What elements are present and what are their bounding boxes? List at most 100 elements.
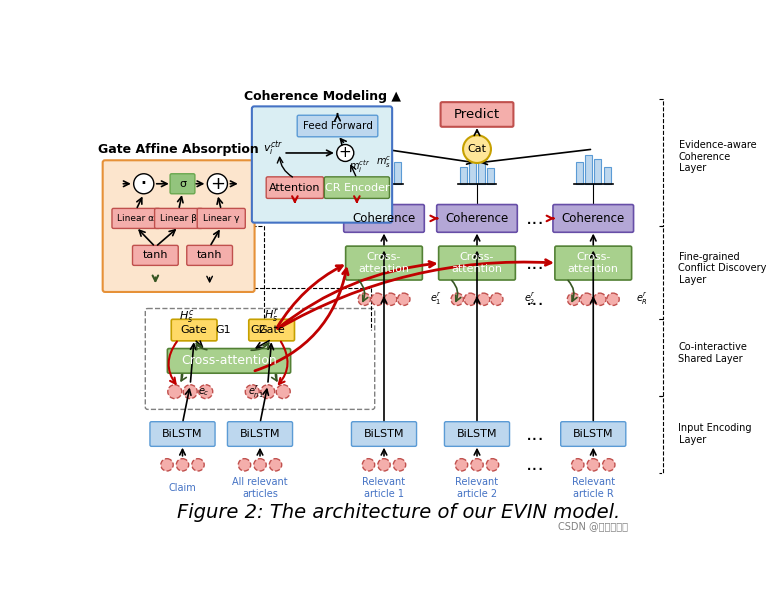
FancyBboxPatch shape — [553, 204, 633, 232]
Text: G2: G2 — [251, 325, 266, 335]
Circle shape — [491, 293, 503, 305]
FancyBboxPatch shape — [344, 204, 424, 232]
Text: Cross-attention: Cross-attention — [181, 355, 277, 367]
Circle shape — [607, 293, 619, 305]
Text: Relevant
article 2: Relevant article 2 — [455, 477, 499, 499]
FancyBboxPatch shape — [440, 102, 513, 127]
FancyBboxPatch shape — [439, 246, 515, 280]
Text: Cross-
attention: Cross- attention — [568, 252, 619, 274]
Text: Input Encoding
Layer: Input Encoding Layer — [678, 423, 752, 445]
FancyBboxPatch shape — [444, 422, 510, 447]
FancyBboxPatch shape — [324, 177, 390, 198]
FancyBboxPatch shape — [155, 209, 202, 228]
Text: $e_R^r$: $e_R^r$ — [636, 291, 648, 307]
Circle shape — [161, 459, 173, 471]
Circle shape — [567, 293, 580, 305]
Text: All relevant
articles: All relevant articles — [232, 477, 288, 499]
FancyBboxPatch shape — [103, 160, 254, 292]
Text: Feed Forward: Feed Forward — [303, 121, 373, 131]
Circle shape — [177, 459, 189, 471]
Text: G1: G1 — [215, 325, 230, 335]
Circle shape — [276, 385, 290, 398]
Circle shape — [594, 293, 606, 305]
FancyBboxPatch shape — [555, 246, 632, 280]
Circle shape — [464, 293, 477, 305]
Circle shape — [486, 459, 499, 471]
Circle shape — [358, 293, 370, 305]
Text: Claim: Claim — [169, 483, 196, 493]
Circle shape — [245, 385, 259, 398]
Text: Linear β: Linear β — [160, 214, 197, 223]
Circle shape — [580, 293, 593, 305]
FancyBboxPatch shape — [266, 177, 324, 198]
Circle shape — [378, 459, 391, 471]
Text: Coherence: Coherence — [562, 212, 625, 225]
FancyBboxPatch shape — [249, 319, 295, 341]
Text: Gate: Gate — [180, 325, 208, 335]
Bar — [385, 157, 392, 184]
Text: $e_2^r$: $e_2^r$ — [524, 291, 535, 307]
Bar — [488, 168, 495, 184]
FancyBboxPatch shape — [198, 209, 245, 228]
Circle shape — [198, 385, 212, 398]
Bar — [366, 162, 373, 184]
Text: BiLSTM: BiLSTM — [364, 429, 405, 439]
FancyBboxPatch shape — [561, 422, 626, 447]
Circle shape — [471, 459, 483, 471]
Text: +: + — [210, 175, 225, 193]
Text: $H_s^r$: $H_s^r$ — [265, 308, 279, 325]
Circle shape — [363, 459, 375, 471]
Text: ...: ... — [526, 209, 545, 228]
Circle shape — [168, 385, 182, 398]
Circle shape — [269, 459, 282, 471]
FancyBboxPatch shape — [345, 246, 422, 280]
Bar — [576, 162, 583, 184]
Text: Gate Affine Absorption: Gate Affine Absorption — [98, 144, 259, 156]
Text: Linear γ: Linear γ — [203, 214, 240, 223]
Text: Linear α: Linear α — [117, 214, 155, 223]
Circle shape — [451, 293, 464, 305]
FancyBboxPatch shape — [150, 422, 215, 447]
Text: BiLSTM: BiLSTM — [573, 429, 614, 439]
Text: Cross-
attention: Cross- attention — [451, 252, 503, 274]
Bar — [594, 159, 601, 184]
Text: tanh: tanh — [197, 251, 223, 260]
FancyBboxPatch shape — [187, 245, 233, 266]
Circle shape — [184, 385, 198, 398]
Circle shape — [192, 459, 204, 471]
Text: BiLSTM: BiLSTM — [163, 429, 203, 439]
Circle shape — [207, 174, 227, 194]
Text: Co-interactive
Shared Layer: Co-interactive Shared Layer — [678, 343, 748, 364]
Text: CSDN @晓沫咋咋咋: CSDN @晓沫咋咋咋 — [559, 522, 629, 531]
FancyBboxPatch shape — [132, 245, 178, 266]
Text: $e_c$: $e_c$ — [198, 386, 209, 398]
Text: BiLSTM: BiLSTM — [240, 429, 280, 439]
FancyBboxPatch shape — [252, 106, 392, 222]
Circle shape — [463, 135, 491, 163]
Bar — [394, 162, 401, 184]
Text: σ: σ — [179, 178, 186, 189]
Circle shape — [572, 459, 584, 471]
Text: ...: ... — [526, 424, 545, 444]
FancyBboxPatch shape — [112, 209, 160, 228]
Bar — [460, 167, 467, 184]
Circle shape — [238, 459, 251, 471]
Text: $H_s^c$: $H_s^c$ — [179, 308, 194, 325]
Bar — [469, 157, 476, 184]
Text: $v_i^{ctr}$: $v_i^{ctr}$ — [263, 140, 283, 159]
Circle shape — [455, 459, 468, 471]
Circle shape — [384, 293, 397, 305]
Text: ...: ... — [526, 290, 545, 309]
Text: Cat: Cat — [468, 144, 486, 154]
Text: Relevant
article R: Relevant article R — [572, 477, 615, 499]
Bar — [376, 151, 383, 184]
Text: Fine-grained
Conflict Discovery
Layer: Fine-grained Conflict Discovery Layer — [678, 252, 767, 285]
Circle shape — [602, 459, 615, 471]
Text: Coherence Modeling ▲: Coherence Modeling ▲ — [244, 90, 401, 103]
Text: Cross-
attention: Cross- attention — [359, 252, 409, 274]
Circle shape — [398, 293, 410, 305]
Text: Gate: Gate — [258, 325, 285, 335]
FancyBboxPatch shape — [170, 174, 195, 194]
Bar — [604, 167, 611, 184]
Text: ...: ... — [526, 456, 545, 474]
